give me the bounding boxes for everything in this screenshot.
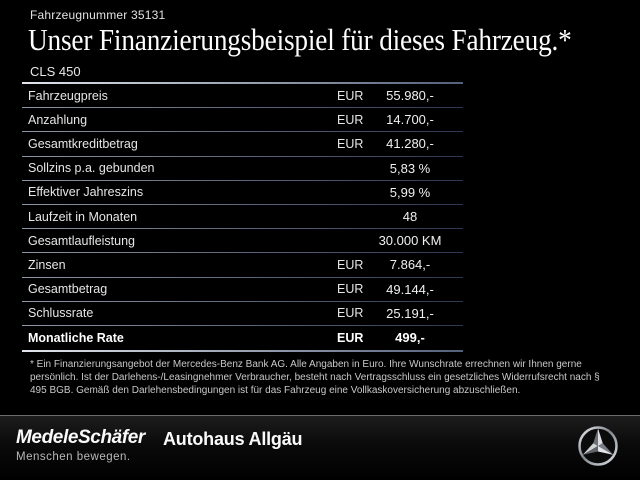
row-value: 55.980,- (386, 88, 434, 104)
row-label: Monatliche Rate (28, 330, 124, 345)
row-value: 499,- (395, 330, 425, 346)
table-row: Anzahlung EUR 14.700,- (22, 108, 463, 133)
table-row: Sollzins p.a. gebunden 5,83 % (22, 156, 463, 181)
row-value: 25.191,- (386, 305, 434, 321)
row-label: Anzahlung (28, 112, 88, 127)
row-currency: EUR (337, 306, 364, 321)
row-value: 14.700,- (386, 112, 434, 128)
row-label: Gesamtkreditbetrag (28, 136, 138, 151)
footer-bar: MedeleSchäfer Menschen bewegen. Autohaus… (0, 416, 640, 480)
row-currency: EUR (337, 88, 364, 103)
mercedes-star-icon (578, 426, 618, 466)
footer-divider (0, 415, 640, 416)
row-value: 5,99 % (389, 184, 431, 200)
financing-table: Fahrzeugpreis EUR 55.980,- Anzahlung EUR… (22, 82, 463, 353)
row-label: Gesamtlaufleistung (28, 233, 136, 248)
row-label: Schlussrate (28, 306, 94, 321)
table-row: Effektiver Jahreszins 5,99 % (22, 180, 463, 205)
row-currency: EUR (337, 282, 364, 297)
row-currency: EUR (337, 330, 364, 345)
row-label: Sollzins p.a. gebunden (28, 161, 155, 176)
table-row: Laufzeit in Monaten 48 (22, 204, 463, 230)
table-row: Gesamtlaufleistung 30.000 KM (22, 229, 463, 254)
row-currency: EUR (337, 112, 364, 127)
page-title: Unser Finanzierungsbeispiel für dieses F… (28, 22, 572, 57)
table-row: Fahrzeugpreis EUR 55.980,- (22, 84, 463, 109)
row-value: 7.864,- (389, 257, 431, 273)
row-label: Zinsen (28, 257, 66, 272)
dealer-logo-block: MedeleSchäfer Menschen bewegen. (16, 427, 145, 463)
vehicle-model: CLS 450 (30, 64, 81, 79)
row-value: 30.000 KM (378, 233, 442, 249)
dealer-autohaus-allgaeu-logo: Autohaus Allgäu (163, 429, 303, 449)
dealer-tagline: Menschen bewegen. (16, 451, 131, 463)
vehicle-number: Fahrzeugnummer 35131 (30, 8, 166, 22)
dealer-medeleschaefer-logo: MedeleSchäfer (16, 427, 145, 448)
row-value: 41.280,- (386, 136, 434, 152)
row-currency: EUR (337, 136, 364, 151)
row-label: Gesamtbetrag (28, 282, 108, 297)
table-row: Gesamtbetrag EUR 49.144,- (22, 277, 463, 302)
row-label: Laufzeit in Monaten (28, 209, 138, 224)
row-currency: EUR (337, 257, 364, 272)
row-value: 49.144,- (386, 281, 434, 297)
row-label: Fahrzeugpreis (28, 88, 108, 103)
table-row: Gesamtkreditbetrag EUR 41.280,- (22, 132, 463, 157)
table-row: Schlussrate EUR 25.191,- (22, 301, 463, 326)
footnote-text: * Ein Finanzierungsangebot der Mercedes-… (30, 359, 600, 397)
row-value: 5,83 % (389, 160, 431, 176)
row-value: 48 (402, 209, 418, 225)
row-label: Effektiver Jahreszins (28, 185, 144, 200)
table-row: Monatliche Rate EUR 499,- (22, 326, 463, 350)
table-row: Zinsen EUR 7.864,- (22, 253, 463, 278)
